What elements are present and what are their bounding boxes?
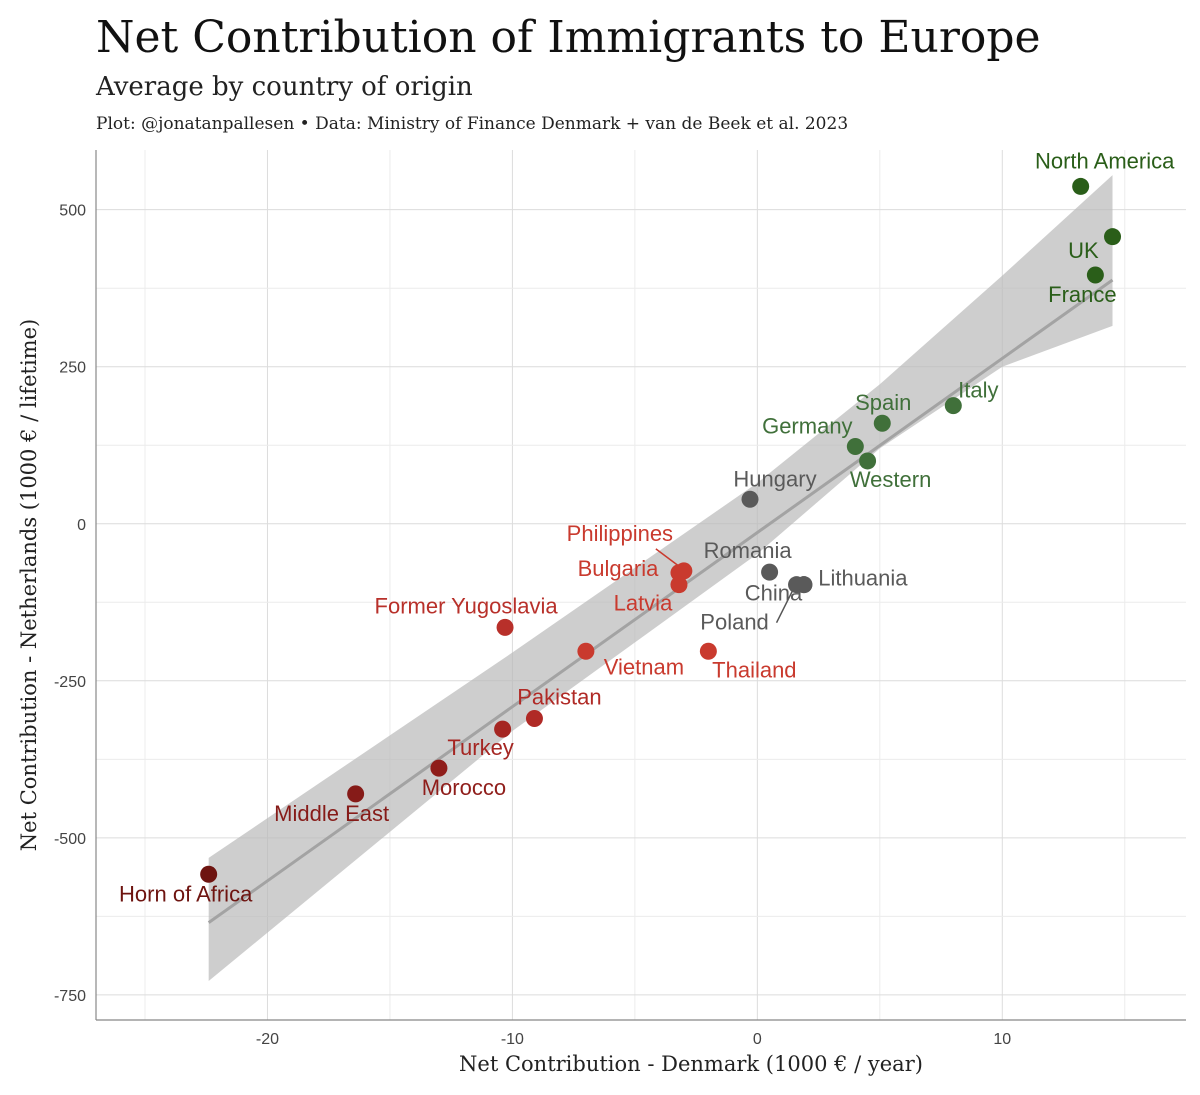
label-western: Western [850, 467, 932, 492]
label-hungary: Hungary [733, 466, 816, 491]
axes: -20 -10 0 10 -750 -500 -250 0 250 500 [54, 150, 1186, 1048]
y-tick-label: 0 [77, 517, 86, 534]
label-germany: Germany [762, 413, 852, 438]
point-western [859, 452, 877, 470]
x-tick-label: 10 [993, 1031, 1011, 1048]
label-horn-of-africa: Horn of Africa [119, 881, 253, 906]
point-unlabeled [1104, 228, 1122, 246]
label-france: France [1048, 282, 1116, 307]
label-romania: Romania [704, 538, 793, 563]
label-latvia: Latvia [614, 591, 673, 616]
label-lithuania: Lithuania [818, 566, 908, 591]
label-turkey: Turkey [447, 735, 513, 760]
point-horn-of-africa [200, 865, 218, 883]
point-germany [846, 437, 864, 455]
y-axis-label: Net Contribution - Netherlands (1000 € /… [17, 319, 41, 851]
y-tick-label: -750 [54, 988, 86, 1005]
point-spain [873, 414, 891, 432]
point-vietnam [577, 642, 595, 660]
point-latvia [670, 576, 688, 594]
label-former-yugoslavia: Former Yugoslavia [375, 593, 559, 618]
x-tick-label: -20 [256, 1031, 279, 1048]
label-italy: Italy [958, 378, 998, 403]
point-romania [761, 563, 779, 581]
point-italy [944, 397, 962, 415]
y-tick-label: -500 [54, 831, 86, 848]
y-tick-label: -250 [54, 674, 86, 691]
confidence-band [208, 175, 1113, 982]
point-uk [1086, 266, 1104, 284]
label-poland: Poland [700, 610, 769, 635]
point-north-america [1072, 177, 1090, 195]
point-thailand [699, 642, 717, 660]
philippines-leader-line [655, 548, 681, 568]
trend-line [207, 278, 1114, 924]
data-points [200, 177, 1122, 883]
point-hungary [741, 490, 759, 508]
chart-title: Net Contribution of Immigrants to Europe [96, 12, 1041, 63]
label-morocco: Morocco [422, 775, 506, 800]
point-morocco [430, 759, 448, 777]
poland-leader-line [775, 590, 794, 624]
label-pakistan: Pakistan [517, 684, 601, 709]
chart-caption: Plot: @jonatanpallesen • Data: Ministry … [96, 114, 849, 134]
x-tick-label: -10 [501, 1031, 524, 1048]
label-bulgaria: Bulgaria [578, 556, 659, 581]
leader-lines [655, 548, 794, 624]
label-vietnam: Vietnam [604, 654, 684, 679]
x-tick-label: 0 [753, 1031, 762, 1048]
x-axis-label: Net Contribution - Denmark (1000 € / yea… [459, 1052, 923, 1076]
point-former-yugoslavia [496, 618, 514, 636]
chart-subtitle: Average by country of origin [96, 72, 473, 102]
y-tick-label: 500 [59, 203, 86, 220]
point-pakistan [525, 709, 543, 727]
label-spain: Spain [855, 390, 911, 415]
point-lithuania [795, 576, 813, 594]
grid-lines [96, 150, 1186, 1020]
y-tick-label: 250 [59, 360, 86, 377]
label-uk: UK [1068, 238, 1099, 263]
label-philippines: Philippines [567, 521, 673, 546]
point-bulgaria [670, 564, 688, 582]
label-china: China [745, 581, 803, 606]
point-turkey [494, 720, 512, 738]
label-north-america: North America [1035, 148, 1175, 173]
label-middle-east: Middle East [274, 801, 389, 826]
point-middle-east [347, 785, 365, 803]
label-thailand: Thailand [712, 657, 796, 682]
